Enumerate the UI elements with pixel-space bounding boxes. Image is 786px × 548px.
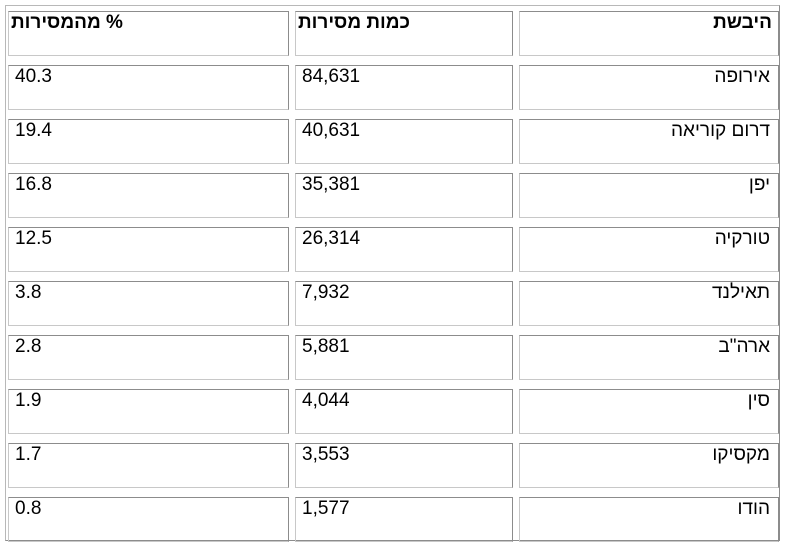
table-row: תאילנד 7,932 3.8 xyxy=(8,281,779,326)
cell-percent: 19.4 xyxy=(8,119,289,164)
cell-quantity: 4,044 xyxy=(295,389,513,434)
table-row: ארה"ב 5,881 2.8 xyxy=(8,335,779,380)
cell-quantity: 3,553 xyxy=(295,443,513,488)
cell-continent: טורקיה xyxy=(519,227,779,272)
deliveries-table: היבשת כמות מסירות % מהמסירות אירופה 84,63… xyxy=(8,11,779,542)
cell-quantity: 7,932 xyxy=(295,281,513,326)
cell-continent: ארה"ב xyxy=(519,335,779,380)
cell-percent: 16.8 xyxy=(8,173,289,218)
header-quantity: כמות מסירות xyxy=(295,11,513,56)
cell-quantity: 84,631 xyxy=(295,65,513,110)
cell-percent: 0.8 xyxy=(8,497,289,542)
cell-continent: תאילנד xyxy=(519,281,779,326)
header-percent: % מהמסירות xyxy=(8,11,289,56)
table-row: סין 4,044 1.9 xyxy=(8,389,779,434)
cell-continent: הודו xyxy=(519,497,779,542)
header-continent: היבשת xyxy=(519,11,779,56)
cell-percent: 2.8 xyxy=(8,335,289,380)
table-row: דרום קוריאה 40,631 19.4 xyxy=(8,119,779,164)
table-row: טורקיה 26,314 12.5 xyxy=(8,227,779,272)
cell-quantity: 1,577 xyxy=(295,497,513,542)
cell-continent: דרום קוריאה xyxy=(519,119,779,164)
cell-quantity: 5,881 xyxy=(295,335,513,380)
cell-percent: 3.8 xyxy=(8,281,289,326)
cell-percent: 1.9 xyxy=(8,389,289,434)
cell-percent: 12.5 xyxy=(8,227,289,272)
cell-continent: יפן xyxy=(519,173,779,218)
cell-continent: סין xyxy=(519,389,779,434)
cell-quantity: 40,631 xyxy=(295,119,513,164)
cell-continent: מקסיקו xyxy=(519,443,779,488)
table-row: אירופה 84,631 40.3 xyxy=(8,65,779,110)
table-row: הודו 1,577 0.8 xyxy=(8,497,779,542)
table-row: מקסיקו 3,553 1.7 xyxy=(8,443,779,488)
cell-quantity: 26,314 xyxy=(295,227,513,272)
table-frame xyxy=(5,5,780,541)
cell-continent: אירופה xyxy=(519,65,779,110)
table-header-row: היבשת כמות מסירות % מהמסירות xyxy=(8,11,779,56)
cell-percent: 1.7 xyxy=(8,443,289,488)
table-row: יפן 35,381 16.8 xyxy=(8,173,779,218)
cell-percent: 40.3 xyxy=(8,65,289,110)
cell-quantity: 35,381 xyxy=(295,173,513,218)
